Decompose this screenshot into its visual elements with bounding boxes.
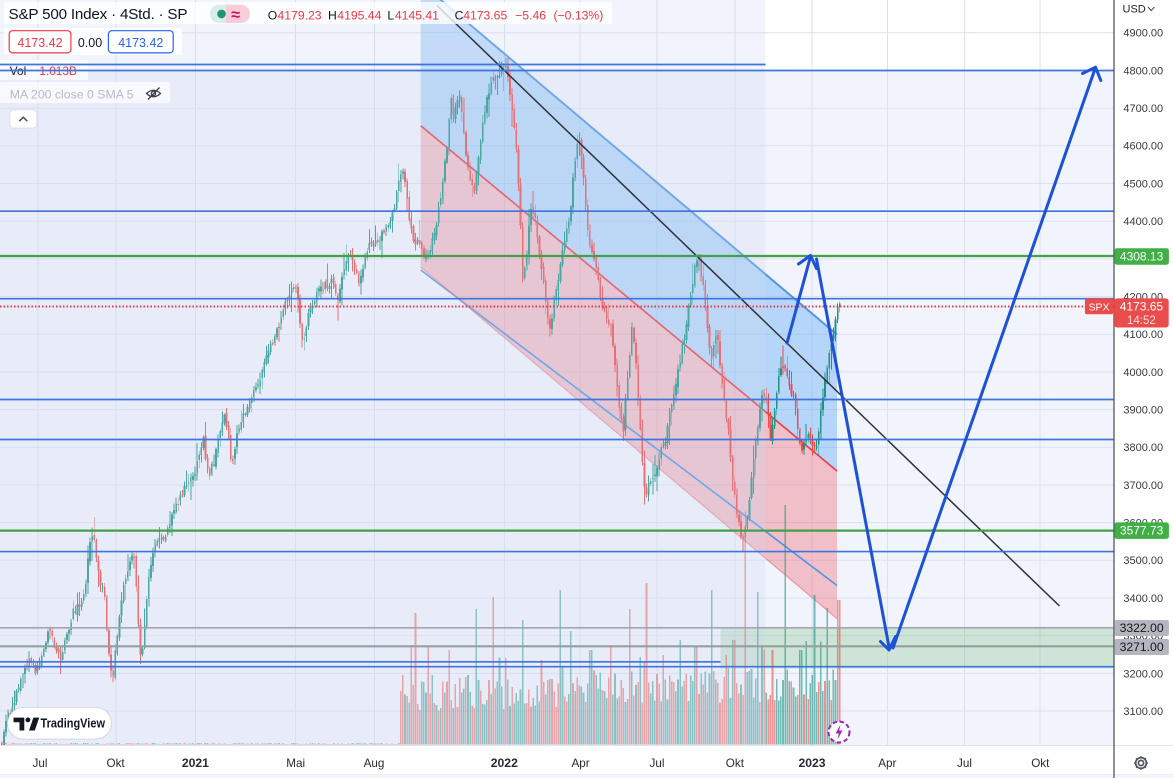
svg-text:4195.44: 4195.44	[337, 8, 381, 22]
svg-text:4100.00: 4100.00	[1123, 329, 1163, 341]
svg-text:3200.00: 3200.00	[1123, 668, 1163, 680]
svg-text:MA 200 close 0 SMA 5: MA 200 close 0 SMA 5	[10, 88, 134, 102]
svg-text:Apr: Apr	[878, 757, 896, 770]
svg-text:2023: 2023	[798, 756, 825, 770]
svg-text:Apr: Apr	[571, 757, 589, 770]
svg-text:Jul: Jul	[33, 757, 48, 770]
svg-text:3577.73: 3577.73	[1120, 524, 1164, 538]
svg-text:3400.00: 3400.00	[1123, 593, 1163, 605]
svg-text:L: L	[387, 8, 394, 22]
svg-text:14:52: 14:52	[1127, 315, 1156, 327]
svg-text:Okt: Okt	[726, 757, 745, 770]
svg-text:≈: ≈	[231, 6, 240, 24]
svg-text:(−0.13%): (−0.13%)	[554, 8, 604, 22]
svg-text:Jul: Jul	[650, 757, 665, 770]
svg-text:4500.00: 4500.00	[1123, 178, 1163, 190]
svg-text:4308.13: 4308.13	[1120, 250, 1164, 264]
svg-text:2021: 2021	[182, 756, 209, 770]
svg-text:4145.41: 4145.41	[395, 8, 439, 22]
svg-text:TradingView: TradingView	[41, 716, 106, 731]
svg-text:4179.23: 4179.23	[278, 8, 322, 22]
svg-text:H: H	[328, 8, 337, 22]
svg-text:4173.42: 4173.42	[17, 36, 62, 50]
svg-text:Mai: Mai	[286, 757, 305, 770]
svg-text:3322.00: 3322.00	[1120, 621, 1164, 635]
svg-text:USD: USD	[1123, 4, 1146, 16]
svg-text:4173.42: 4173.42	[118, 36, 163, 50]
svg-text:3271.00: 3271.00	[1120, 640, 1164, 654]
svg-text:4400.00: 4400.00	[1123, 216, 1163, 228]
svg-text:3100.00: 3100.00	[1123, 706, 1163, 718]
svg-text:0.00: 0.00	[78, 36, 102, 50]
svg-text:3800.00: 3800.00	[1123, 442, 1163, 454]
svg-text:4000.00: 4000.00	[1123, 367, 1163, 379]
svg-text:Aug: Aug	[364, 757, 385, 770]
svg-text:Jul: Jul	[957, 757, 972, 770]
svg-text:3700.00: 3700.00	[1123, 480, 1163, 492]
svg-text:4700.00: 4700.00	[1123, 103, 1163, 115]
svg-text:SPX: SPX	[1088, 301, 1109, 313]
svg-text:−5.46: −5.46	[515, 8, 546, 22]
svg-text:3500.00: 3500.00	[1123, 555, 1163, 567]
svg-text:C: C	[455, 8, 464, 22]
svg-text:4173.65: 4173.65	[1120, 300, 1164, 314]
svg-text:4600.00: 4600.00	[1123, 141, 1163, 153]
svg-text:Okt: Okt	[107, 757, 126, 770]
svg-text:3900.00: 3900.00	[1123, 405, 1163, 417]
svg-text:4173.65: 4173.65	[463, 8, 507, 22]
svg-text:Okt: Okt	[1031, 757, 1050, 770]
svg-text:O: O	[268, 8, 277, 22]
svg-text:4900.00: 4900.00	[1123, 28, 1163, 40]
svg-text:S&P 500 Index · 4Std. · SP: S&P 500 Index · 4Std. · SP	[9, 6, 188, 23]
svg-text:4800.00: 4800.00	[1123, 65, 1163, 77]
svg-text:2022: 2022	[491, 756, 518, 770]
